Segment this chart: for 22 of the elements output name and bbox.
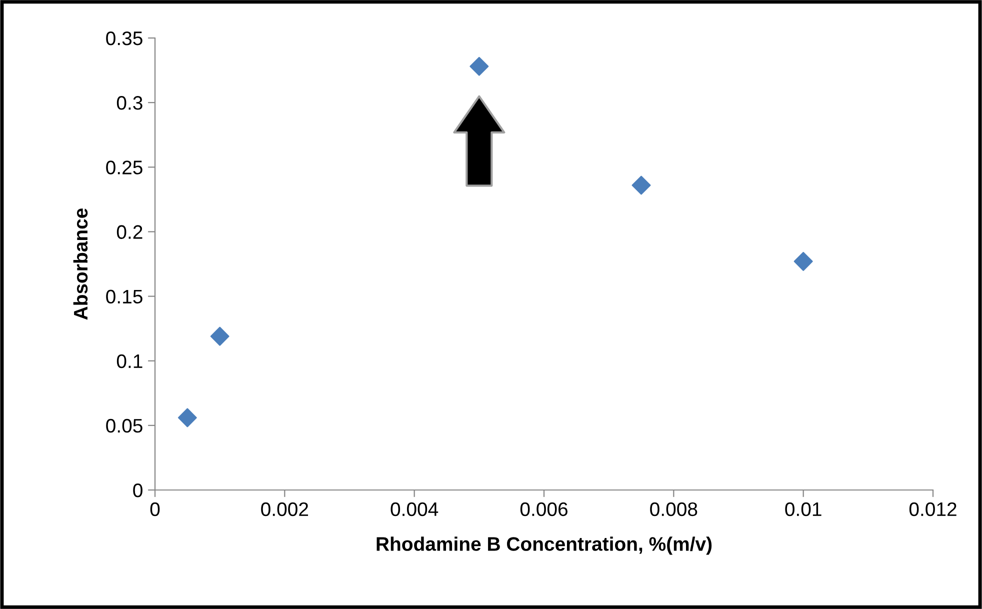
x-tick-label: 0 bbox=[150, 502, 160, 516]
point bbox=[210, 326, 230, 346]
y-tick-label: 0.35 bbox=[106, 31, 142, 46]
x-tick-label: 0.008 bbox=[650, 502, 698, 516]
point bbox=[470, 56, 489, 76]
y-tick-label: 0.2 bbox=[116, 225, 142, 239]
x-tick-label: 0.006 bbox=[520, 502, 568, 516]
x-tick-label: 0.01 bbox=[785, 502, 822, 516]
point bbox=[178, 408, 197, 428]
y-tick-label: 0.15 bbox=[106, 290, 142, 304]
point bbox=[632, 176, 651, 195]
y-tick-label: 0.25 bbox=[106, 160, 142, 174]
y-tick-label: 0 bbox=[133, 483, 142, 498]
y-tick-label: 0.05 bbox=[106, 418, 142, 433]
y-tick-label: 0.3 bbox=[116, 96, 142, 110]
x-tick-label: 0.004 bbox=[390, 502, 438, 516]
y-axis-title: Absorbance bbox=[73, 208, 88, 320]
x-axis-title: Rhodamine B Concentration, %(m/v) bbox=[376, 536, 712, 555]
y-tick-label: 0.1 bbox=[116, 354, 142, 368]
point bbox=[794, 252, 813, 271]
x-tick-label: 0.012 bbox=[909, 502, 956, 516]
x-tick-label: 0.002 bbox=[261, 502, 308, 516]
